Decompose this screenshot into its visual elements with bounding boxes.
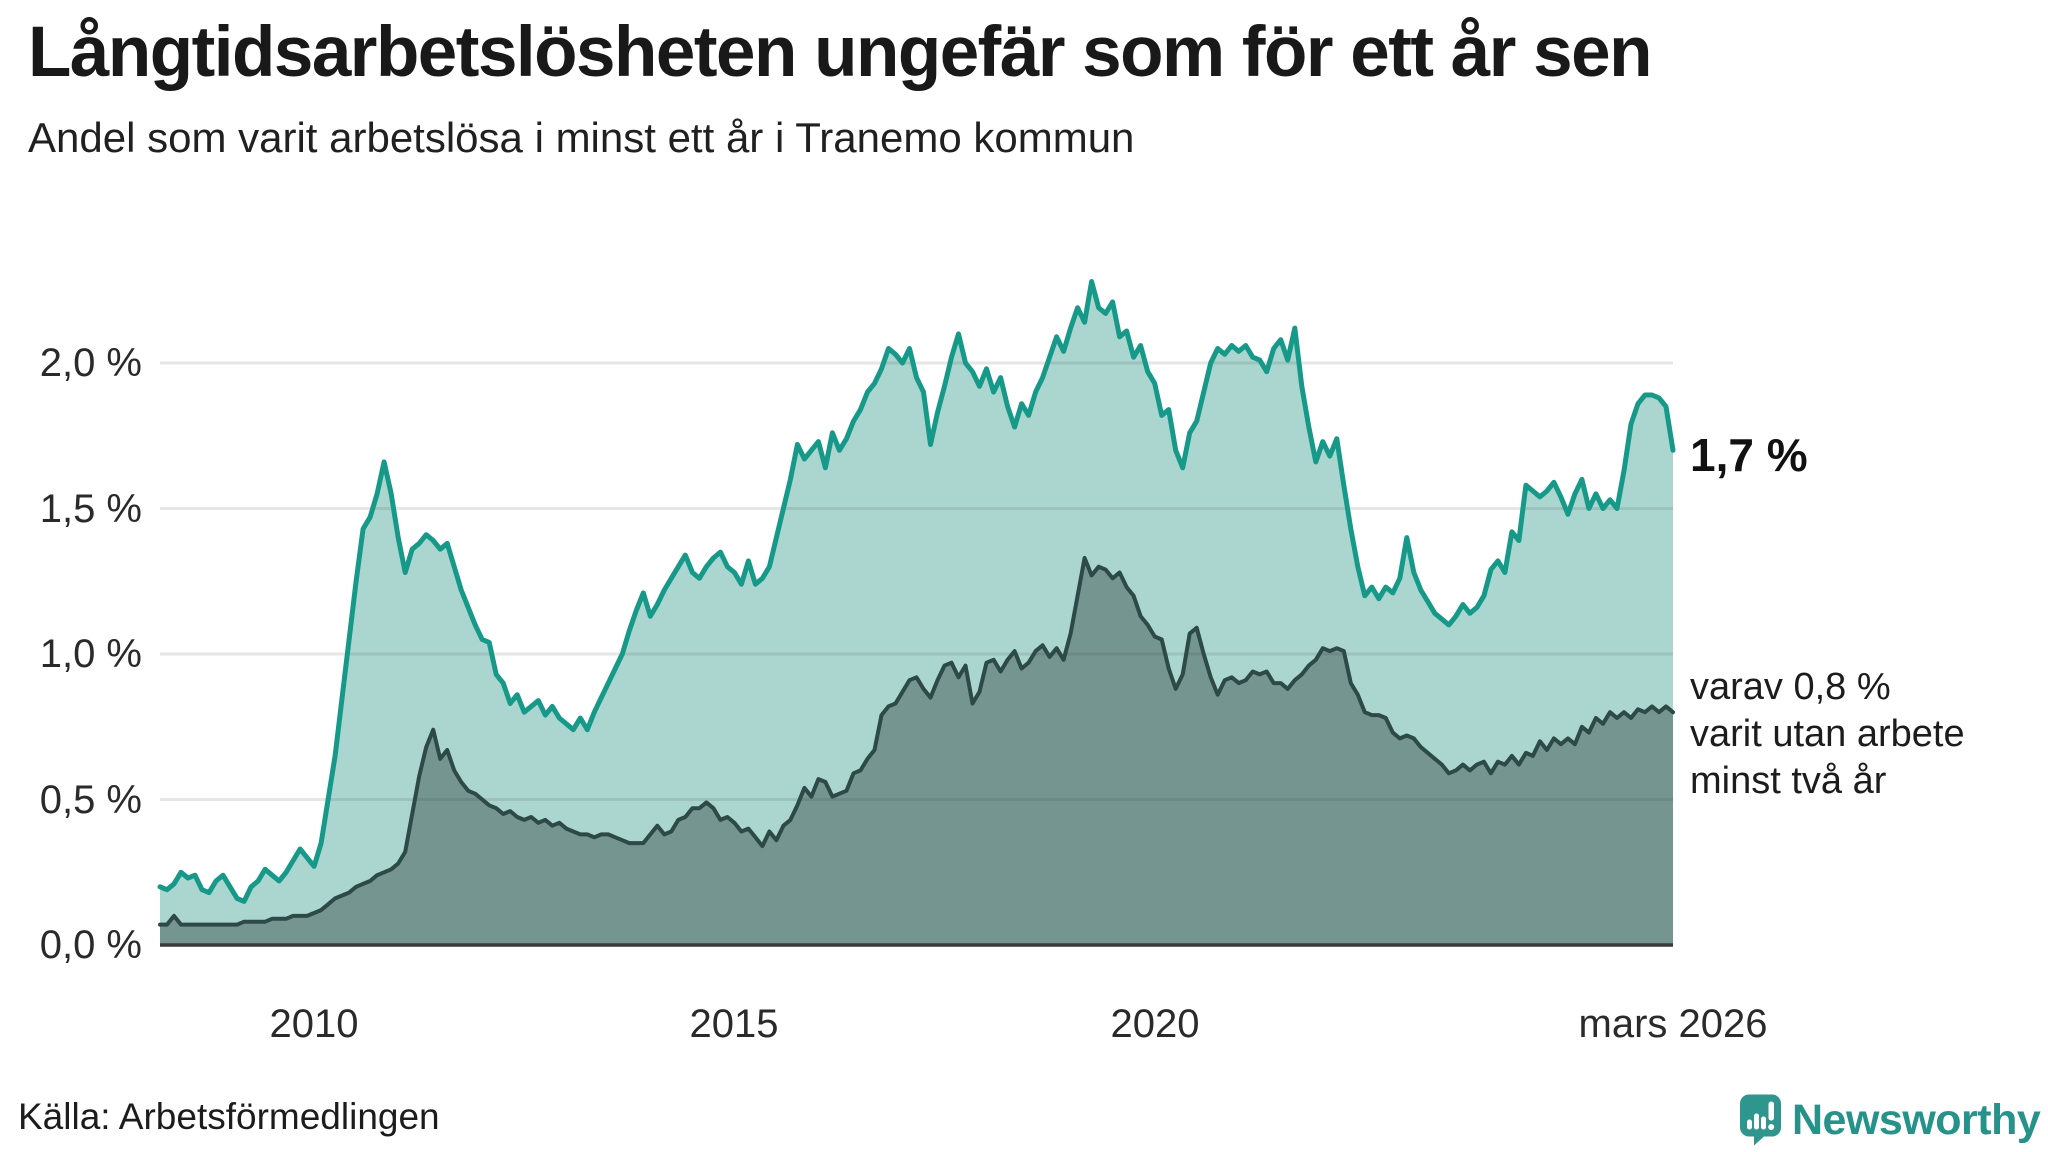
logo-bar-tall [1754, 1113, 1759, 1130]
logo-bar-medium [1761, 1116, 1766, 1130]
x-axis-label-2010: 2010 [269, 1002, 359, 1046]
y-axis-label-0-5: 0,5 % [39, 778, 142, 822]
series-line-minst-ett-ar [157, 279, 1676, 904]
source-text: Källa: Arbetsförmedlingen [18, 1096, 440, 1137]
x-axis-label-2015: 2015 [689, 1002, 779, 1046]
series-line-minst-tva-ar [158, 556, 1675, 927]
secondary-annotation-line-1: varav 0,8 % [1690, 666, 1891, 708]
newsworthy-logo[interactable]: Newsworthy [1740, 1092, 2041, 1148]
y-axis-label-0-0: 0,0 % [39, 923, 142, 967]
secondary-annotation-line-2: varit utan arbete [1690, 713, 1965, 755]
series-area-minst-tva-ar [160, 558, 1673, 945]
y-axis-label-2-0: 2,0 % [39, 341, 142, 385]
logo-exclamation-dot [1768, 1124, 1775, 1130]
page-title: Långtidsarbetslösheten ungefär som för e… [28, 13, 1652, 92]
y-axis-label-1-0: 1,0 % [39, 632, 142, 676]
secondary-annotation-line-3: minst två år [1690, 760, 1887, 802]
newsworthy-logo-text: Newsworthy [1792, 1095, 2041, 1144]
chart-subtitle: Andel som varit arbetslösa i minst ett å… [28, 114, 1135, 161]
latest-value-label: 1,7 % [1690, 429, 1808, 481]
secondary-series-annotation: varav 0,8 % varit utan arbete minst två … [1690, 664, 1965, 805]
newsworthy-logo-icon [1740, 1094, 1781, 1146]
logo-exclamation-bar [1768, 1101, 1774, 1121]
x-axis-label-mars-2026: mars 2026 [1578, 1002, 1768, 1046]
logo-bar-small [1747, 1119, 1752, 1130]
x-axis-label-2020: 2020 [1110, 1002, 1200, 1046]
y-axis-label-1-5: 1,5 % [39, 487, 142, 531]
